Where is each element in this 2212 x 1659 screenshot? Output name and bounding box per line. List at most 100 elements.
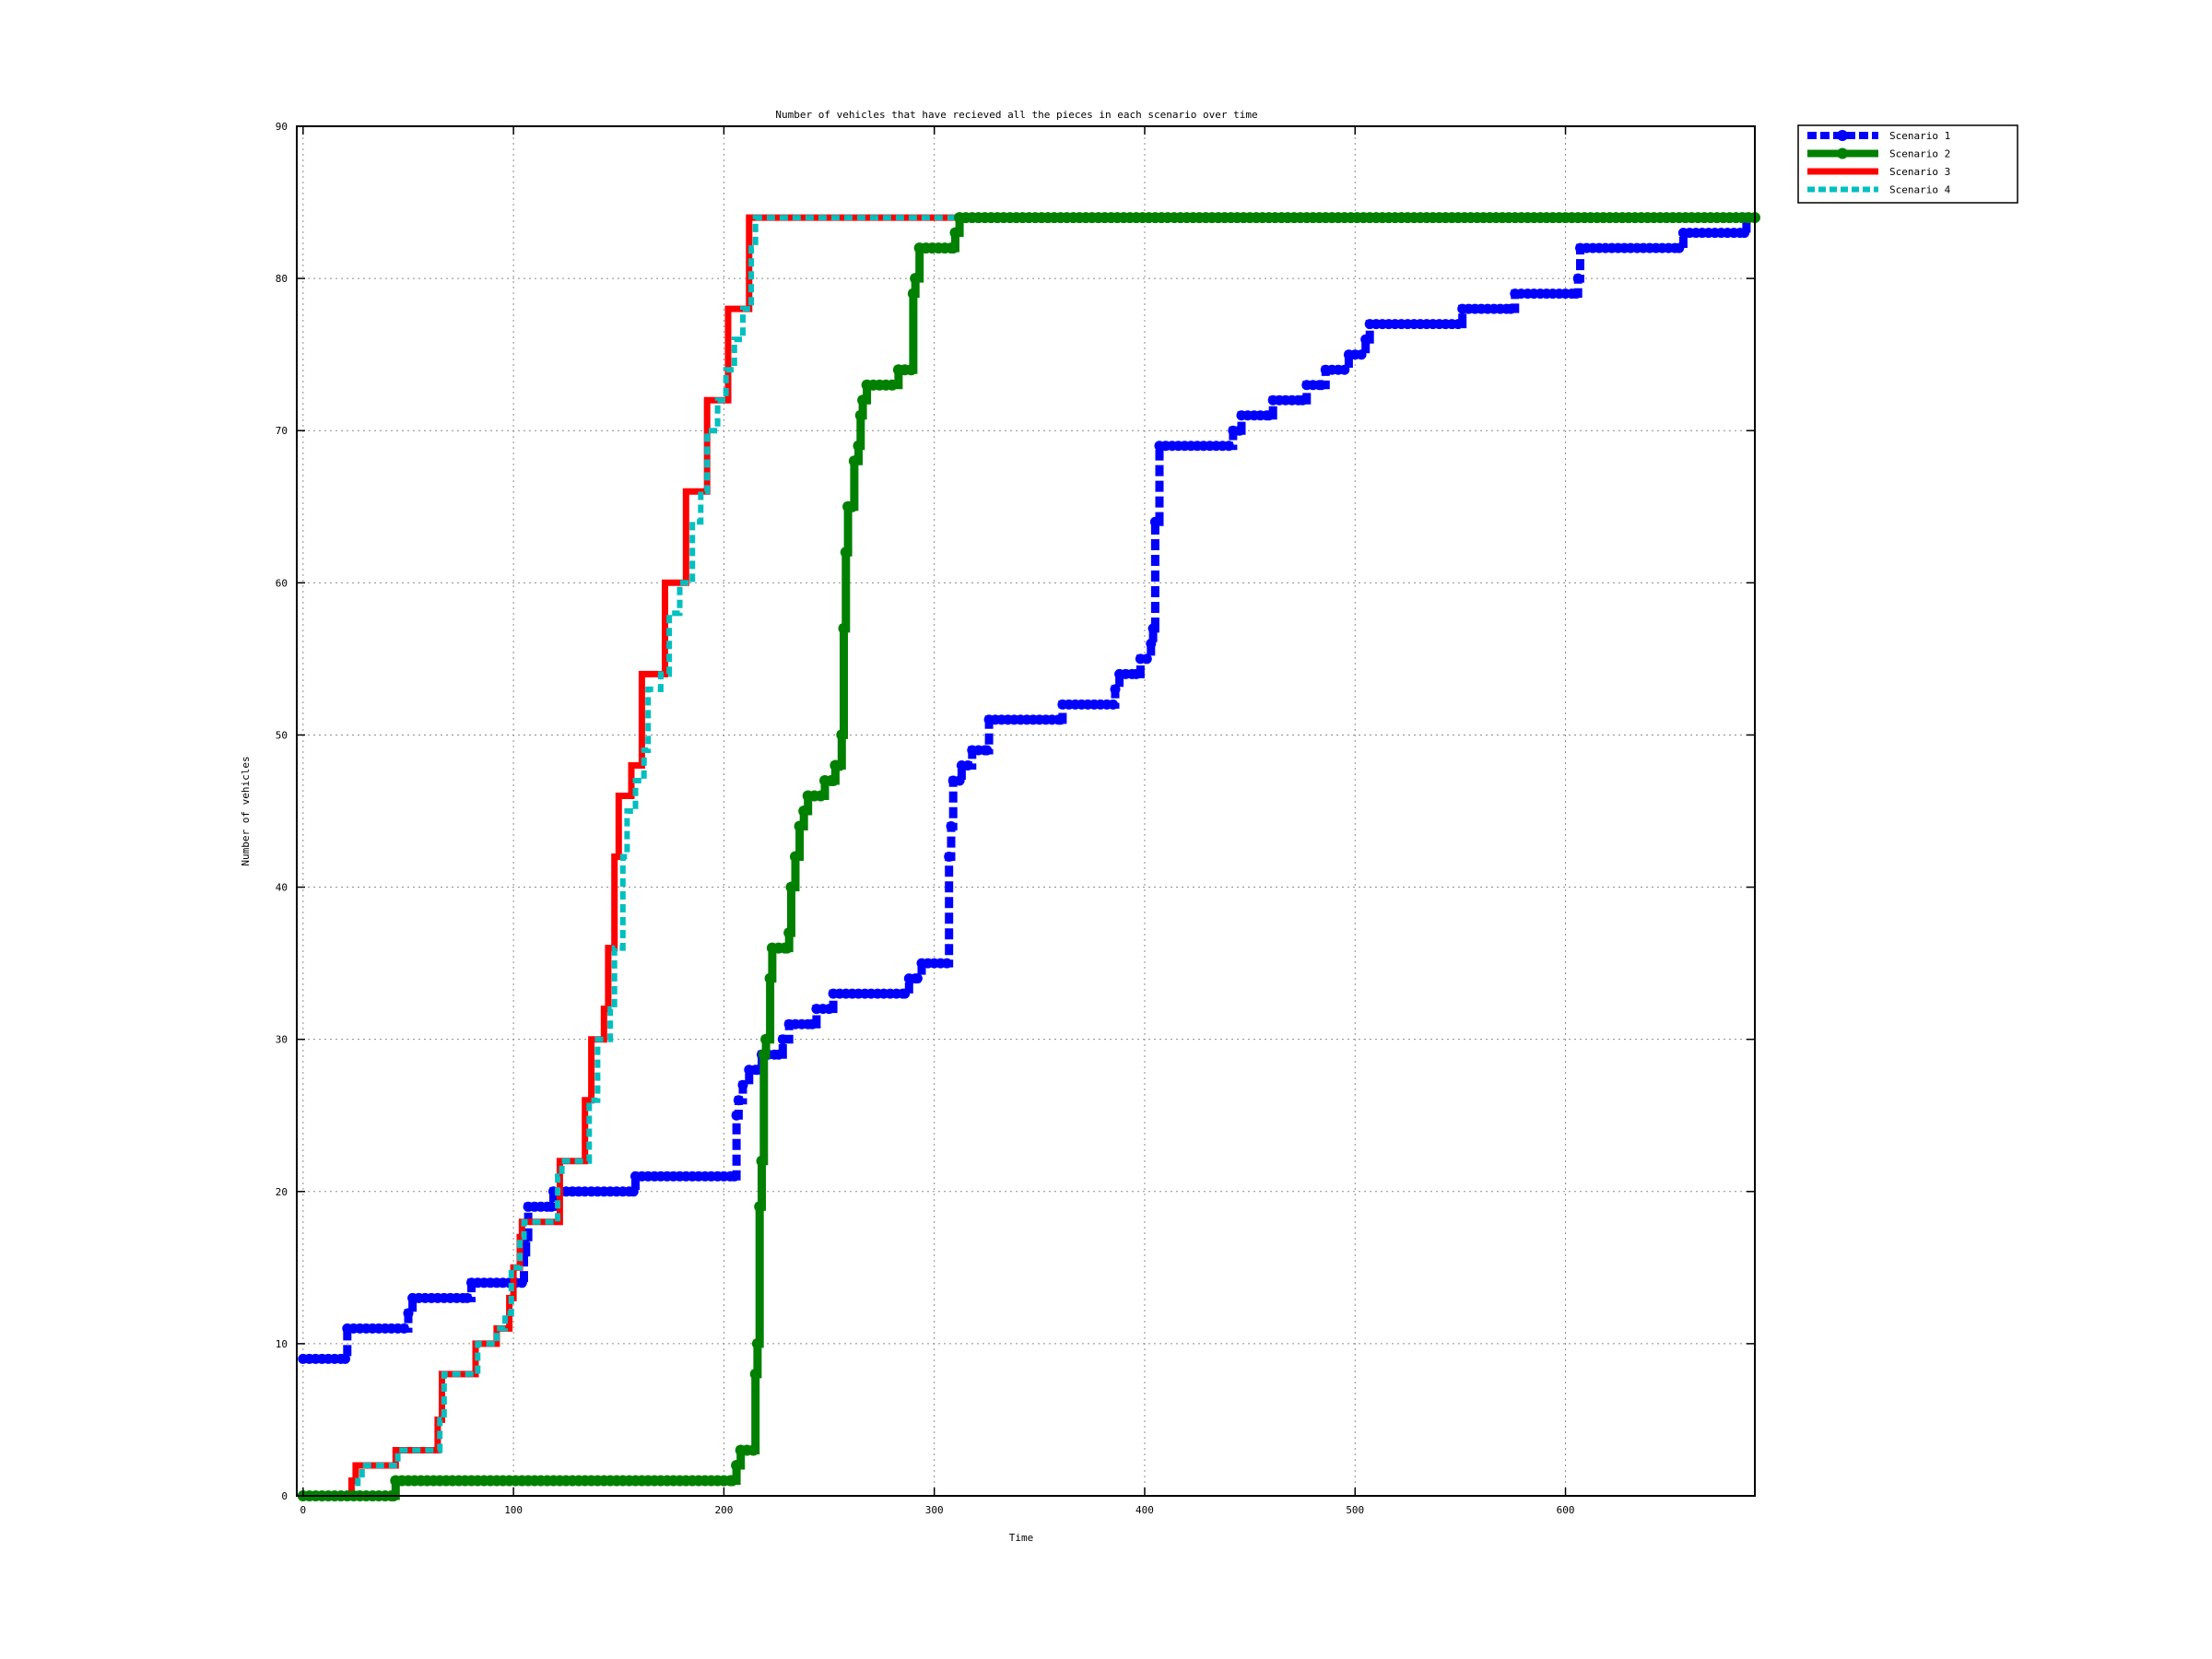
legend-marker	[1837, 147, 1848, 159]
series-point	[773, 1049, 784, 1060]
y-tick-label: 90	[276, 121, 288, 133]
series-point	[516, 1277, 527, 1288]
series-point	[840, 547, 852, 559]
y-tick-label: 20	[276, 1186, 288, 1198]
series-point	[962, 760, 973, 771]
y-axis-title: Number of vehicles	[240, 756, 252, 865]
series-point	[887, 379, 898, 391]
ticks: 0 100 200 300 400 500 600 0 10 20 30 40 50 60 70 80 90	[276, 121, 1755, 1516]
series-point	[749, 1368, 761, 1380]
series-point	[838, 622, 850, 634]
series-point	[1110, 684, 1121, 695]
series-point	[628, 1186, 639, 1197]
x-axis-title: Time	[1009, 1532, 1034, 1544]
series-scenario-1	[298, 212, 1752, 1364]
series-point	[403, 1308, 414, 1319]
series-point	[941, 958, 952, 969]
series-scenario-2	[297, 212, 1760, 1501]
series-point	[1149, 516, 1160, 527]
series-point	[751, 1337, 763, 1349]
series-point	[846, 500, 858, 512]
series-point	[907, 288, 919, 300]
series-point	[824, 1004, 835, 1015]
y-tick-label: 70	[276, 425, 288, 437]
series-point	[982, 745, 993, 756]
series-point	[947, 242, 959, 254]
series-line	[302, 215, 1755, 1499]
series-point	[729, 1171, 740, 1182]
series-point	[1356, 349, 1367, 360]
series-point	[946, 821, 957, 831]
series-point	[905, 364, 917, 376]
series-point	[1572, 273, 1583, 284]
series-point	[857, 394, 869, 406]
y-tick-label: 40	[276, 882, 288, 894]
series-point	[1360, 334, 1371, 345]
series-point	[1571, 288, 1582, 300]
series-line	[302, 214, 1755, 1500]
y-tick-label: 10	[276, 1338, 288, 1350]
series-point	[546, 1201, 557, 1212]
series-point	[747, 1444, 759, 1456]
series-point	[726, 1475, 738, 1487]
y-tick-label: 30	[276, 1034, 288, 1046]
series-point	[1108, 699, 1119, 710]
series-point	[828, 775, 840, 786]
series-point	[1234, 425, 1245, 436]
series-point	[790, 851, 801, 863]
series-point	[764, 972, 776, 984]
series-line	[302, 218, 1751, 1363]
series-point	[1147, 623, 1159, 634]
series-point	[910, 273, 922, 285]
series-scenario-4	[302, 215, 1755, 1499]
series-point	[758, 1049, 770, 1061]
y-tick-label: 0	[281, 1490, 288, 1502]
series-point	[781, 942, 793, 954]
series-point	[760, 1033, 772, 1045]
legend-label: Scenario 4	[1889, 184, 1951, 196]
x-tick-label: 500	[1346, 1504, 1364, 1516]
legend: Scenario 1 Scenario 2 Scenario 3 Scenario 4	[1797, 124, 2018, 204]
series-point	[1055, 714, 1066, 725]
series-point	[848, 455, 860, 467]
series-point	[1453, 319, 1464, 330]
series-point	[1297, 394, 1308, 406]
x-tick-label: 0	[300, 1504, 307, 1516]
series-point	[731, 1460, 743, 1471]
chart-title: Number of vehicles that have recieved al…	[775, 109, 1257, 121]
legend-label: Scenario 1	[1889, 130, 1950, 142]
series-layer	[297, 212, 1760, 1501]
series-point	[1339, 364, 1350, 375]
series-scenario-3	[302, 214, 1755, 1500]
series-point	[737, 1079, 748, 1090]
series-point	[1674, 242, 1685, 253]
x-tick-label: 600	[1557, 1504, 1575, 1516]
series-point	[733, 1095, 744, 1106]
series-point	[783, 927, 795, 939]
series-point	[806, 1018, 818, 1030]
series-point	[785, 881, 797, 893]
series-point	[798, 806, 810, 817]
series-point	[912, 973, 923, 984]
series-point	[854, 409, 866, 421]
series-point	[1223, 441, 1234, 452]
series-point	[944, 852, 955, 862]
series-point	[900, 988, 911, 999]
series-point	[949, 227, 961, 239]
series-point	[340, 1353, 350, 1364]
series-point	[1141, 653, 1152, 665]
y-tick-label: 80	[276, 273, 288, 285]
series-point	[1739, 228, 1750, 239]
series-point	[756, 1155, 768, 1167]
x-tick-label: 400	[1135, 1504, 1154, 1516]
series-point	[1264, 410, 1275, 421]
x-tick-label: 300	[925, 1504, 944, 1516]
legend-marker	[1837, 130, 1848, 141]
series-point	[731, 1110, 742, 1121]
y-tick-label: 60	[276, 577, 288, 589]
plot-frame	[296, 125, 1756, 1497]
series-point	[462, 1292, 473, 1303]
series-point	[777, 1034, 788, 1045]
series-point	[1146, 638, 1157, 649]
